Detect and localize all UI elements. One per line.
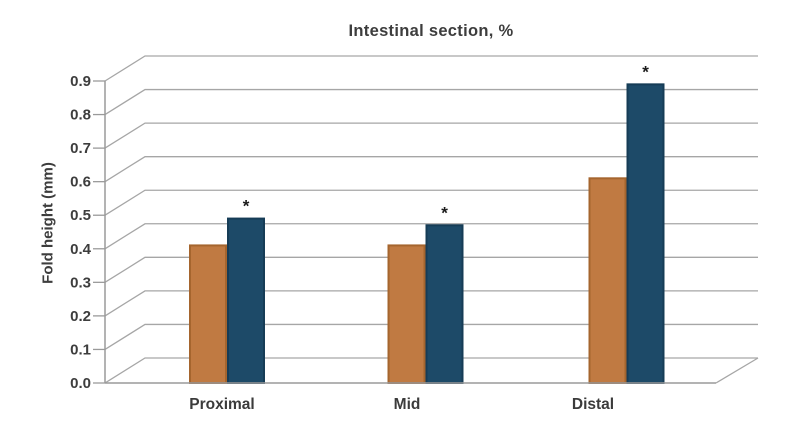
bar-blue-proximal: [227, 217, 265, 384]
y-tick-label: 0.0: [70, 375, 91, 392]
gridline: [104, 55, 758, 82]
bar-orange-proximal: [189, 244, 227, 384]
bar-orange-mid: [387, 244, 426, 384]
bar-blue-mid: [425, 224, 464, 384]
gridline: [104, 357, 758, 384]
gridline: [104, 256, 758, 283]
gridline: [104, 88, 758, 116]
y-tick-label: 0.2: [70, 308, 91, 325]
y-tick-label: 0.3: [70, 274, 91, 291]
significance-asterisk: *: [243, 197, 250, 216]
y-tick-label: 0.9: [70, 73, 91, 90]
floor-right-edge: [715, 357, 759, 384]
y-tick-label: 0.8: [70, 107, 91, 124]
gridline: [104, 156, 758, 183]
bar-orange-distal: [588, 177, 627, 384]
y-tick-label: 0.5: [70, 207, 91, 224]
y-tick-label: 0.6: [70, 174, 91, 191]
gridline: [104, 223, 758, 250]
y-tick-label: 0.7: [70, 140, 91, 157]
gridline: [104, 189, 758, 216]
y-tick-label: 0.4: [70, 241, 92, 258]
significance-asterisk: *: [441, 203, 448, 222]
gridline: [104, 323, 758, 350]
chart-title: Intestinal section, %: [348, 22, 514, 40]
significance-asterisk: *: [642, 62, 649, 81]
y-axis-title: Fold height (mm): [39, 162, 57, 284]
x-category-label-mid: Mid: [394, 396, 421, 413]
x-category-label-proximal: Proximal: [189, 396, 254, 413]
y-tick-label: 0.1: [70, 341, 91, 358]
gridline: [104, 290, 758, 317]
gridline: [104, 122, 758, 149]
bar-blue-distal: [626, 83, 665, 384]
x-category-label-distal: Distal: [572, 396, 614, 413]
